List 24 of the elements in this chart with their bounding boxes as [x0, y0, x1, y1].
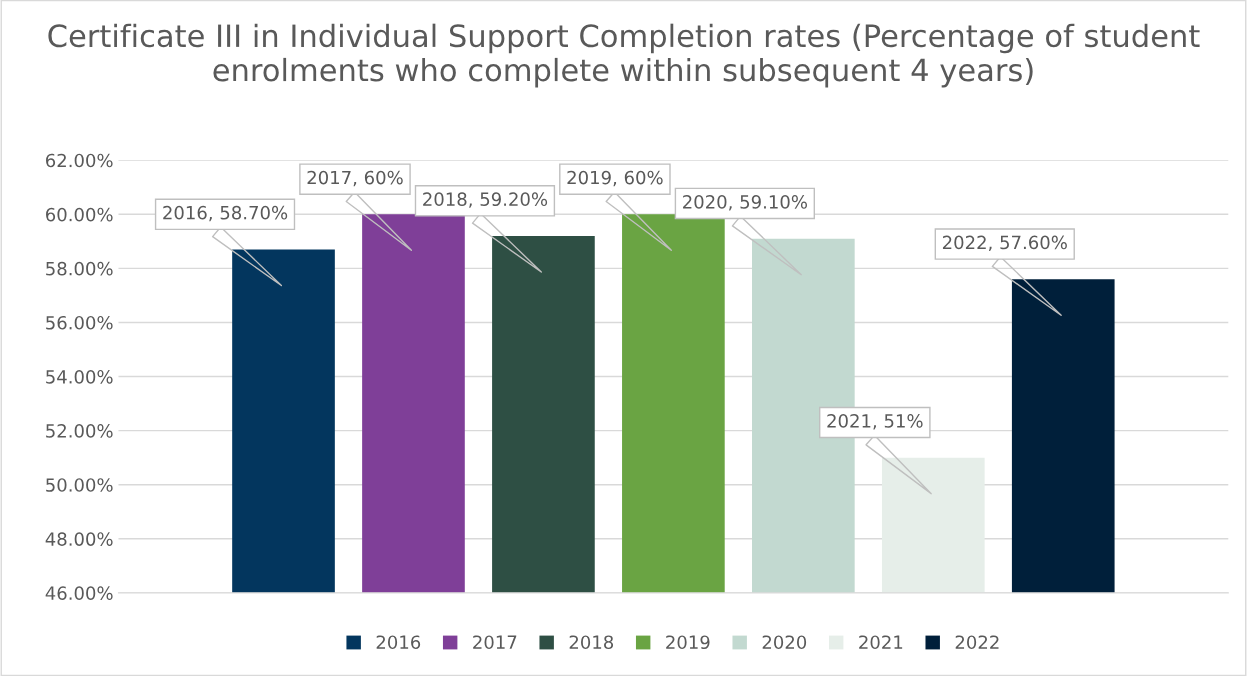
legend-label: 2018: [569, 635, 614, 650]
data-label: 2020, 59.10%: [683, 195, 807, 211]
y-tick-label: 48.00%: [45, 532, 113, 546]
data-label: 2017, 60%: [307, 170, 403, 187]
chart-title: Certificate III in Individual Support Completion rates (Percentage of student enrolments who complete within subsequent 4 years): [48, 23, 1200, 88]
data-label: 2021, 51%: [827, 414, 923, 430]
legend-label: 2020: [762, 635, 807, 650]
legend-label: 2022: [955, 635, 999, 650]
y-tick-label: 58.00%: [46, 261, 113, 276]
y-tick-label: 56.00%: [46, 315, 113, 330]
data-label: 2022, 57.60%: [942, 235, 1067, 252]
data-label: 2016, 58.70%: [163, 205, 288, 222]
legend-label: 2021: [859, 635, 903, 650]
data-label: 2019, 60%: [567, 170, 663, 187]
y-tick-label: 60.00%: [46, 207, 113, 222]
legend-label: 2017: [473, 635, 517, 650]
legend-label: 2016: [376, 635, 421, 650]
y-tick-label: 62.00%: [46, 153, 113, 168]
legend-label: 2019: [666, 635, 710, 650]
data-label: 2018, 59.20%: [423, 192, 548, 208]
y-tick-label: 50.00%: [46, 478, 113, 492]
y-tick-label: 46.00%: [45, 586, 113, 600]
y-tick-label: 54.00%: [46, 369, 113, 384]
y-tick-label: 52.00%: [46, 424, 113, 438]
